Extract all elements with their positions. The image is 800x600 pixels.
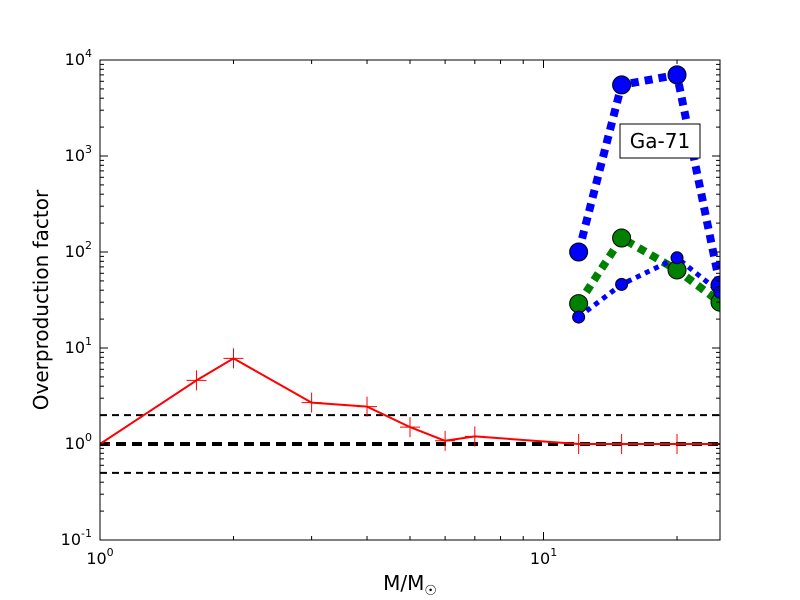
annotation-label: Ga-71 [630,129,690,153]
data-point [568,434,589,454]
data-point [435,430,456,451]
data-point [400,417,420,438]
data-point [223,348,244,369]
data-point [569,242,589,262]
data-point [670,251,684,265]
x-tick-label: 100 [86,546,113,568]
data-point [357,396,378,417]
data-point [713,285,720,299]
y-axis-label: Overproduction factor [29,189,53,410]
data-point [612,228,632,248]
data-point [615,277,629,291]
data-point [301,392,322,413]
series-line-1 [574,70,720,287]
series-line-3 [577,254,720,320]
data-point [464,426,485,447]
data-point [612,75,632,95]
data-point [667,434,688,454]
x-axis-label-main: M/M [383,571,424,595]
x-axis-label: M/M☉ [383,571,437,599]
y-tick-label: 100 [65,431,92,453]
data-point [569,294,589,314]
y-tick-label: 104 [65,47,92,69]
data-point [667,65,687,85]
plot-background [100,60,720,540]
x-tick-label: 101 [530,546,557,568]
x-axis-label-subscript: ☉ [424,583,437,599]
y-tick-label: 10-1 [61,527,92,549]
axis-ticks [99,59,720,541]
annotation-box: Ga-71 [619,123,701,159]
data-point [186,370,207,391]
y-tick-label: 101 [65,335,92,357]
plot-frame [99,59,721,541]
y-tick-label: 103 [65,143,92,165]
y-tick-label: 102 [65,239,92,261]
data-point [572,310,586,324]
series-line-2 [575,232,720,306]
data-point [611,434,632,454]
